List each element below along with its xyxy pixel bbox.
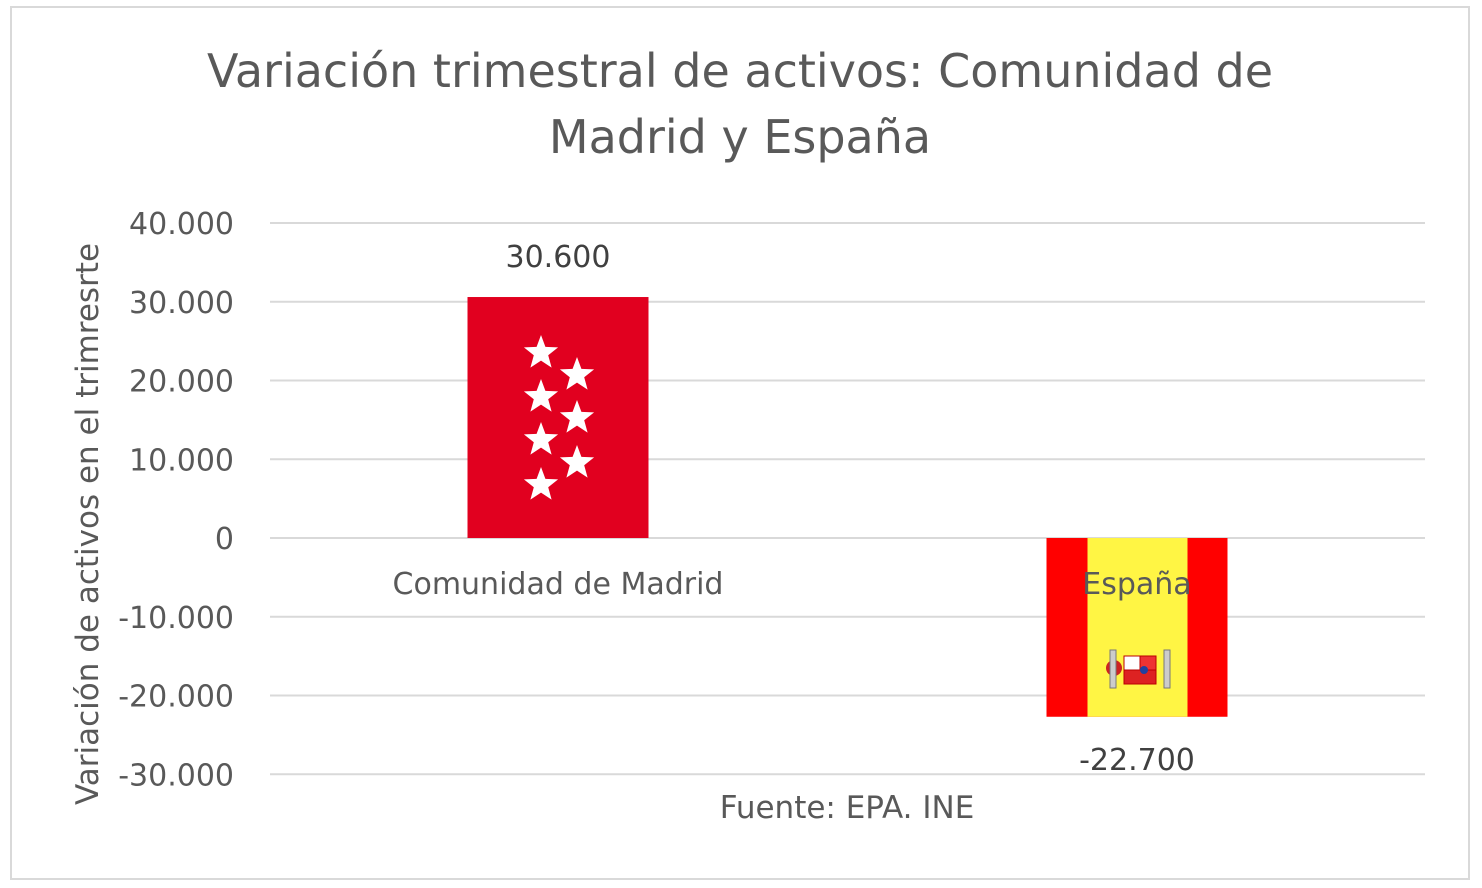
madrid-flag-fill (467, 297, 649, 538)
data-label: 30.600 (506, 240, 611, 275)
y-tick-label: 10.000 (129, 443, 234, 478)
y-tick-label: 20.000 (129, 365, 234, 400)
y-tick-label: 0 (215, 522, 234, 557)
y-tick-label: 30.000 (129, 286, 234, 321)
y-tick-label: 40.000 (129, 207, 234, 242)
star-icon (523, 379, 559, 412)
chart-title: Variación trimestral de activos: Comunid… (206, 44, 1274, 164)
y-axis-label: Variación de activos en el trimresrte (70, 243, 106, 805)
star-icon (559, 445, 595, 478)
bar-espana (1046, 538, 1228, 717)
coat-of-arms-icon (1106, 649, 1171, 689)
star-icon (559, 357, 595, 390)
y-tick-label: -30.000 (118, 758, 234, 793)
chart-frame (10, 6, 1470, 880)
star-icon (559, 400, 595, 433)
x-axis-label: Fuente: EPA. INE (720, 790, 975, 826)
bar-comunidad-de-madrid (467, 297, 649, 538)
y-tick-label: -10.000 (118, 601, 234, 636)
data-label: -22.700 (1079, 743, 1195, 778)
star-icon (523, 335, 559, 368)
x-category-label: España (1082, 567, 1191, 602)
x-category-label: Comunidad de Madrid (393, 567, 724, 602)
y-tick-label: -20.000 (118, 680, 234, 715)
star-icon (523, 422, 559, 455)
star-icon (523, 467, 559, 500)
spain-flag-yellow (1087, 538, 1188, 717)
